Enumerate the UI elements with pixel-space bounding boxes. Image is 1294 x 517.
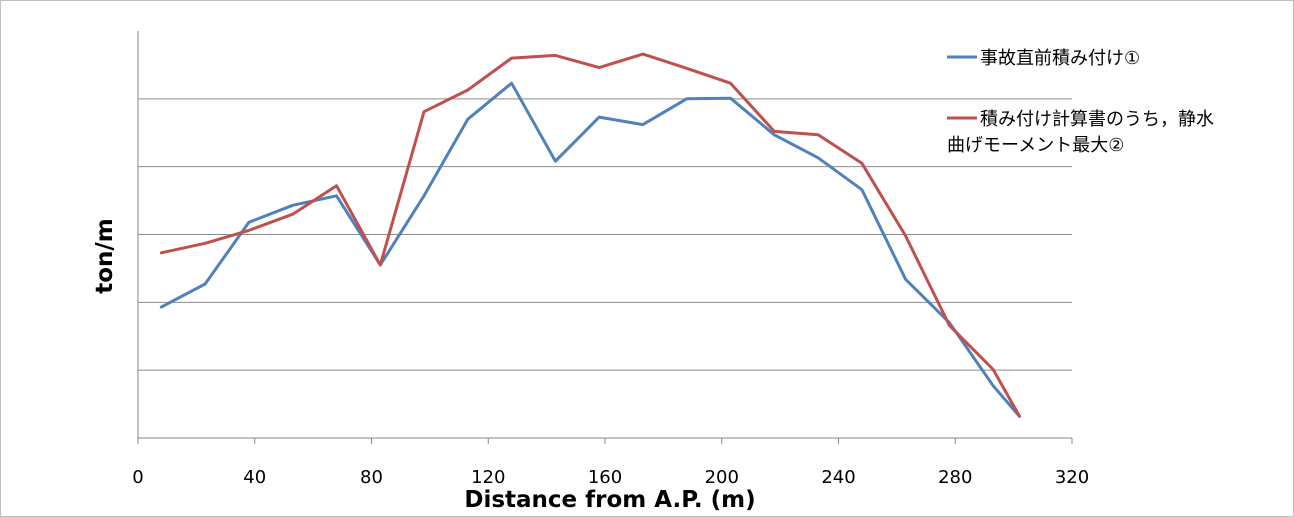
- x-tick-label-40: 40: [243, 467, 266, 488]
- x-tick-label-80: 80: [360, 467, 383, 488]
- x-tick-label-120: 120: [471, 467, 505, 488]
- x-tick-label-280: 280: [938, 467, 972, 488]
- x-tick-label-160: 160: [588, 467, 622, 488]
- legend: 事故直前積み付け① 積み付け計算書のうち，静水曲げモーメント最大②: [947, 48, 1214, 156]
- legend-label-series-1: 事故直前積み付け①: [980, 48, 1140, 69]
- x-tick-label-240: 240: [821, 467, 855, 488]
- x-axis-title: Distance from A.P. (m): [464, 487, 755, 513]
- x-tick-label-0: 0: [132, 467, 143, 488]
- series-line-1: [159, 81, 1021, 418]
- y-axis-title: ton/m: [92, 218, 118, 294]
- x-axis-ticks: 0 40 80 120 160 200 240 280 320: [132, 438, 1089, 488]
- series-line-2: [159, 52, 1021, 418]
- legend-label-series-2-line-1: 積み付け計算書のうち，静水: [980, 109, 1214, 130]
- x-tick-label-320: 320: [1055, 467, 1089, 488]
- gridlines: [138, 98, 1072, 371]
- series-layer: [159, 52, 1021, 418]
- x-tick-label-200: 200: [705, 467, 739, 488]
- legend-label-series-2: 積み付け計算書のうち，静水曲げモーメント最大②: [947, 109, 1214, 156]
- legend-label-series-2-line-2: 曲げモーメント最大②: [947, 135, 1124, 156]
